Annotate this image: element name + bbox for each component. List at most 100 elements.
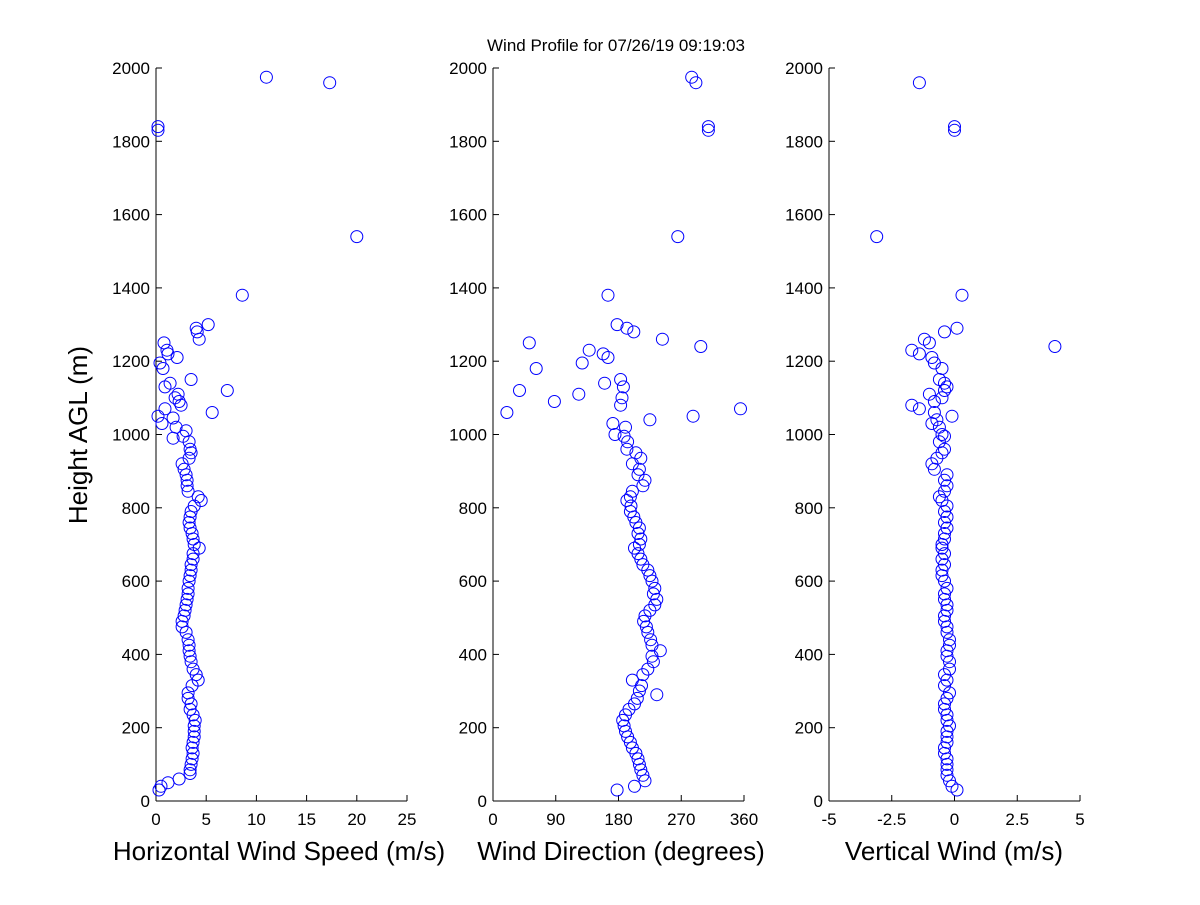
y-tick-label: 2000 xyxy=(449,59,487,78)
data-points xyxy=(500,70,747,797)
data-point xyxy=(950,321,964,335)
data-point xyxy=(601,351,615,364)
data-point xyxy=(938,679,951,693)
data-point xyxy=(646,655,660,669)
data-point xyxy=(629,516,643,529)
data-point xyxy=(628,541,641,555)
y-tick-label: 600 xyxy=(122,572,150,591)
y-tick-label: 800 xyxy=(459,499,487,518)
data-point xyxy=(179,424,193,438)
data-point xyxy=(184,563,198,577)
data-point xyxy=(154,779,168,793)
data-point xyxy=(181,691,195,705)
data-point xyxy=(945,779,959,793)
data-point xyxy=(646,587,660,601)
data-point xyxy=(181,484,195,498)
data-point xyxy=(701,120,715,134)
x-tick-label: 0 xyxy=(488,810,497,829)
data-point xyxy=(183,702,197,716)
data-point xyxy=(500,406,514,419)
data-point xyxy=(179,598,193,612)
data-point xyxy=(938,484,951,498)
data-point xyxy=(631,468,645,482)
y-tick-label: 400 xyxy=(122,645,150,664)
data-point xyxy=(177,462,191,476)
y-tick-label: 2000 xyxy=(785,59,823,78)
data-point xyxy=(220,384,234,397)
data-point xyxy=(614,398,628,412)
data-point xyxy=(185,752,199,766)
data-point xyxy=(935,563,949,577)
data-point xyxy=(617,429,631,443)
data-point xyxy=(655,332,669,346)
data-point xyxy=(170,351,184,364)
data-point xyxy=(948,120,961,134)
data-point xyxy=(191,490,205,504)
y-tick-label: 1200 xyxy=(449,352,487,371)
y-tick-label: 0 xyxy=(814,792,823,811)
data-point xyxy=(650,688,664,702)
data-point xyxy=(905,398,919,412)
data-point xyxy=(178,603,192,617)
data-point xyxy=(922,387,936,401)
data-point xyxy=(186,746,200,760)
data-point xyxy=(935,552,949,566)
data-point xyxy=(935,541,949,555)
data-point xyxy=(323,76,337,90)
data-point xyxy=(671,230,685,244)
data-points xyxy=(870,76,1062,797)
x-tick-label: 25 xyxy=(398,810,417,829)
data-point xyxy=(522,336,536,350)
data-point xyxy=(572,387,586,401)
data-point xyxy=(627,325,641,339)
data-point xyxy=(632,684,646,698)
data-point xyxy=(181,587,195,601)
data-point xyxy=(638,774,652,788)
data-point xyxy=(940,724,954,738)
data-point xyxy=(938,547,951,561)
data-point xyxy=(935,428,949,441)
data-point xyxy=(940,735,954,749)
data-point xyxy=(620,442,634,456)
y-tick-label: 600 xyxy=(459,572,487,591)
data-point xyxy=(181,633,195,647)
data-point xyxy=(191,673,205,687)
data-point xyxy=(187,719,201,733)
data-point xyxy=(186,735,200,749)
data-point xyxy=(155,417,169,430)
x-axis-label: Wind Direction (degrees) xyxy=(477,836,765,866)
data-point xyxy=(648,581,662,595)
data-point xyxy=(235,288,249,302)
data-point xyxy=(645,574,659,588)
data-point xyxy=(529,362,543,375)
x-tick-label: 0 xyxy=(151,810,160,829)
subplot-2: 0 200 400 600 800 1000 1200 1400 1600 1800 2000 0 90… xyxy=(449,59,765,866)
data-point xyxy=(694,340,708,353)
data-point xyxy=(189,321,203,335)
subplot-1: 0 200 400 600 800 1000 1200 1400 1600 1800 2000 0 5 1… xyxy=(112,59,445,866)
data-point xyxy=(938,587,951,601)
figure-title: Wind Profile for 07/26/19 09:19:03 xyxy=(487,36,745,55)
data-point xyxy=(629,446,643,460)
data-point xyxy=(182,574,196,588)
x-tick-label: 180 xyxy=(604,810,632,829)
data-point xyxy=(151,409,165,423)
data-point xyxy=(935,494,949,507)
data-point xyxy=(940,581,954,595)
data-point xyxy=(168,391,182,405)
data-point xyxy=(685,70,699,84)
data-point xyxy=(643,569,657,583)
x-tick-label: 2.5 xyxy=(1005,810,1029,829)
y-tick-label: 200 xyxy=(459,719,487,738)
data-point xyxy=(927,406,941,419)
y-tick-label: 1200 xyxy=(112,352,150,371)
data-point xyxy=(182,516,196,529)
y-tick-label: 600 xyxy=(795,572,823,591)
data-point xyxy=(945,409,959,423)
data-point xyxy=(183,521,197,535)
data-point xyxy=(940,468,954,482)
data-point xyxy=(169,420,183,434)
data-point xyxy=(184,558,198,572)
y-tick-label: 1800 xyxy=(785,132,823,151)
